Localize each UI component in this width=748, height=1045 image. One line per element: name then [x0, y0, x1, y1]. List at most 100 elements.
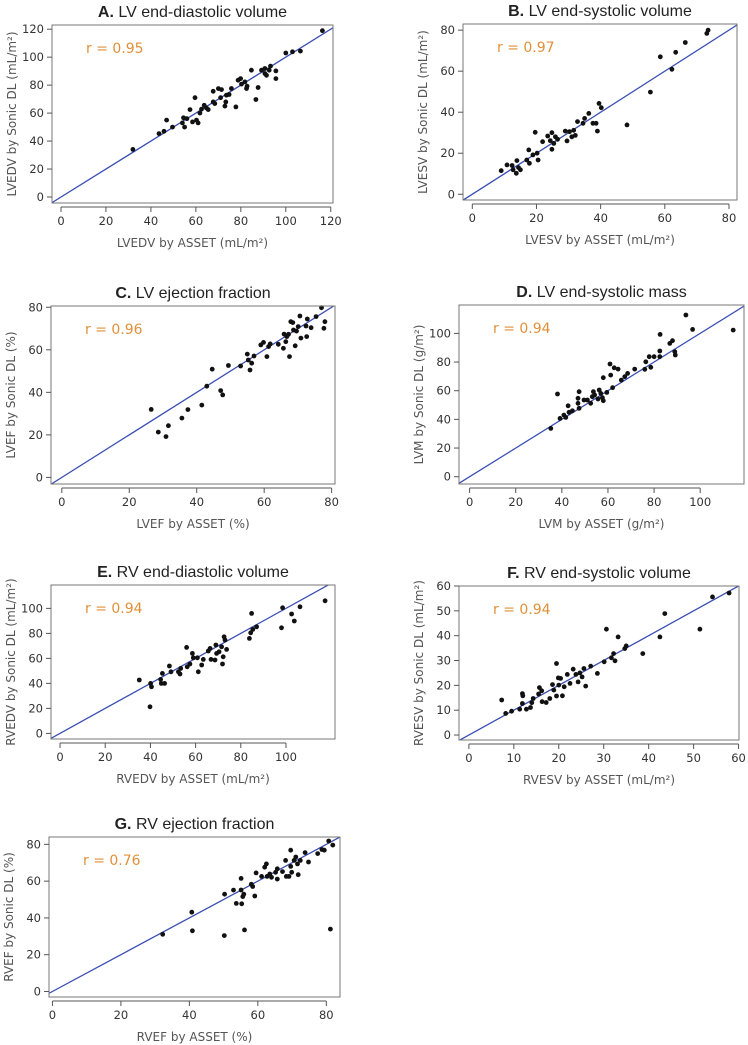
- data-point: [239, 81, 244, 87]
- data-point: [147, 704, 153, 710]
- y-tick-label: 60: [28, 651, 43, 665]
- panel-letter: D.: [516, 284, 532, 301]
- panel-letter: G.: [115, 816, 132, 833]
- panel-c: C. LV ejection fraction 0 20 40 60 80 0 20 40 60 8…: [4, 285, 339, 531]
- data-point: [291, 618, 297, 624]
- data-point: [161, 128, 167, 134]
- data-point: [573, 672, 579, 677]
- y-tick-label: 30: [436, 654, 451, 668]
- data-point: [697, 626, 703, 632]
- data-point: [189, 909, 195, 915]
- y-axis-label: RVESV by Sonic DL (mL/m²): [412, 580, 426, 746]
- data-point: [242, 927, 247, 933]
- data-point: [212, 101, 218, 106]
- data-point: [576, 405, 582, 411]
- x-tick-label: 100: [275, 214, 297, 228]
- y-tick-label: 100: [429, 326, 451, 340]
- panel-letter: A.: [98, 4, 114, 21]
- data-point: [598, 105, 604, 111]
- data-point: [178, 666, 184, 671]
- data-point: [610, 385, 615, 391]
- data-point: [190, 655, 196, 661]
- data-point: [233, 901, 239, 906]
- y-tick-label: 40: [436, 412, 451, 426]
- y-tick-label: 80: [29, 78, 44, 92]
- data-point: [249, 360, 255, 366]
- data-point: [570, 666, 576, 672]
- data-point: [598, 391, 604, 396]
- data-point: [558, 676, 563, 681]
- x-tick-label: 100: [689, 495, 711, 509]
- data-point: [328, 926, 333, 932]
- y-axis-label: LVEDV by Sonic DL (mL/m²): [5, 31, 19, 196]
- data-point: [611, 651, 616, 656]
- data-point: [209, 366, 215, 372]
- data-point: [205, 107, 211, 112]
- data-point: [572, 133, 578, 138]
- data-point: [221, 933, 227, 938]
- x-tick-label: 80: [647, 495, 662, 509]
- data-point: [575, 679, 581, 685]
- y-tick-label: 80: [440, 23, 455, 37]
- data-point: [280, 605, 285, 611]
- data-point: [290, 49, 295, 55]
- data-point: [242, 79, 248, 85]
- plot-frame: [51, 24, 334, 204]
- data-point: [158, 677, 164, 682]
- data-point: [251, 353, 257, 359]
- data-point: [651, 354, 657, 360]
- data-point: [252, 893, 258, 899]
- data-point: [149, 684, 154, 690]
- data-point: [588, 663, 594, 669]
- data-point: [249, 611, 255, 616]
- plot-frame: [50, 305, 336, 485]
- data-point: [563, 415, 569, 420]
- y-tick-label: 80: [28, 626, 43, 640]
- y-tick-label: 40: [28, 676, 43, 690]
- correlation-label: r = 0.76: [83, 853, 141, 869]
- data-point: [611, 365, 617, 371]
- x-tick-label: 80: [324, 495, 339, 509]
- data-point: [160, 931, 166, 937]
- data-point: [648, 89, 653, 95]
- x-tick-label: 30: [596, 751, 611, 765]
- data-point: [292, 343, 298, 349]
- data-point: [556, 682, 562, 688]
- x-tick-label: 80: [722, 211, 737, 225]
- data-point: [241, 891, 247, 897]
- data-point: [226, 92, 232, 97]
- data-point: [162, 681, 168, 686]
- data-point: [322, 598, 328, 604]
- data-point: [238, 887, 244, 893]
- data-point: [705, 27, 711, 33]
- data-point: [253, 97, 259, 102]
- x-tick-label: 80: [233, 750, 248, 764]
- y-tick-label: 0: [444, 470, 451, 484]
- y-tick-label: 0: [444, 728, 451, 742]
- data-point: [551, 141, 557, 146]
- data-point: [268, 63, 273, 69]
- data-point: [567, 129, 572, 135]
- x-axis-label: RVEDV by ASSET (mL/m²): [116, 772, 270, 786]
- data-point: [565, 403, 571, 409]
- data-point: [210, 88, 216, 94]
- data-point: [560, 693, 565, 699]
- data-point: [187, 661, 193, 667]
- data-point: [618, 377, 624, 383]
- data-point: [646, 354, 652, 360]
- data-point: [297, 604, 303, 610]
- y-tick-label: 40: [26, 911, 41, 925]
- data-point: [547, 696, 553, 701]
- data-point: [612, 658, 618, 664]
- y-axis-label: LVEF by Sonic DL (%): [4, 331, 18, 458]
- data-point: [648, 364, 654, 370]
- data-point: [136, 677, 142, 683]
- data-point: [264, 861, 269, 867]
- data-point: [283, 858, 288, 863]
- data-point: [182, 124, 188, 130]
- panel-title-text: LV end-systolic mass: [537, 284, 687, 301]
- panel-d: D. LV end-systolic mass 0 20 40 60 80 100 0 20 40…: [412, 284, 745, 531]
- data-point: [273, 76, 279, 81]
- data-point: [543, 700, 549, 705]
- x-tick-label: 60: [188, 750, 203, 764]
